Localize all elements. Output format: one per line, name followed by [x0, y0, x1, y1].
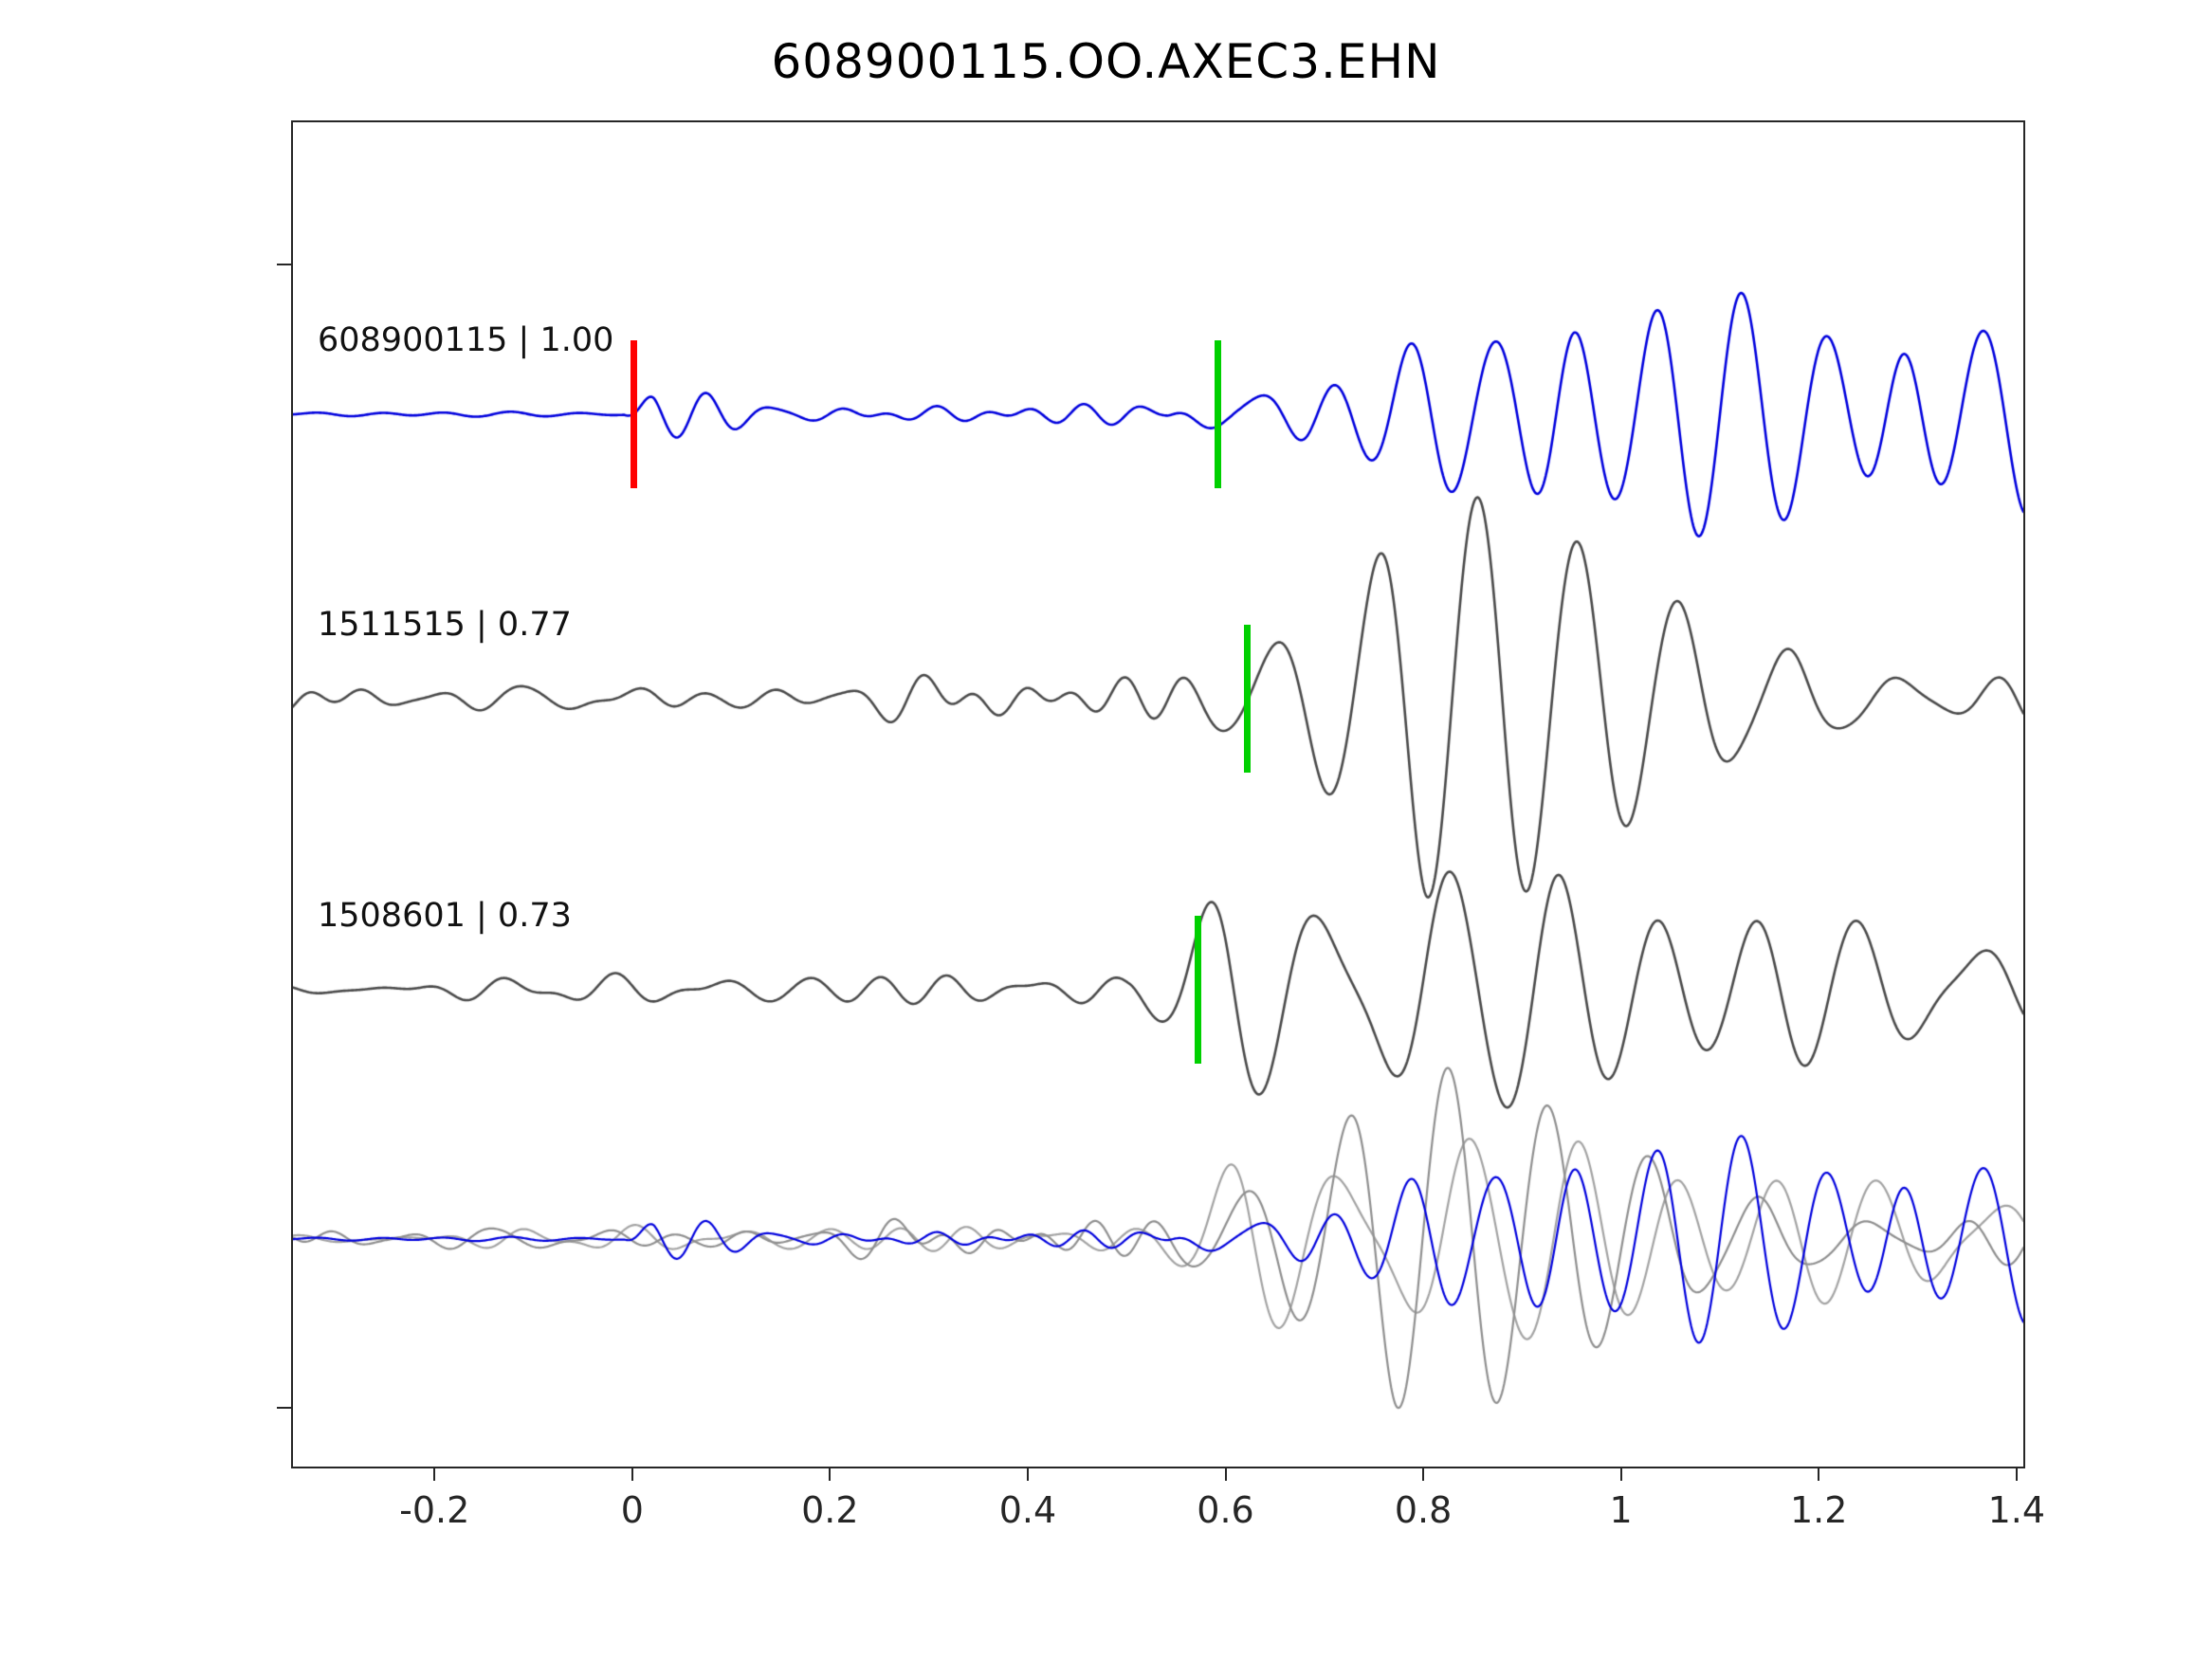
- x-tick-label: 0.6: [1197, 1489, 1254, 1531]
- x-tick-label: -0.2: [399, 1489, 470, 1531]
- x-tick-label: 1.2: [1789, 1489, 1848, 1531]
- x-axis-tick: [829, 1467, 832, 1481]
- pick-marker: [1243, 625, 1251, 773]
- x-axis-tick: [1026, 1467, 1029, 1481]
- x-tick-label: 0.2: [801, 1489, 859, 1531]
- x-tick-label: 1: [1609, 1489, 1633, 1531]
- trace-label: 608900115 | 1.00: [318, 321, 614, 359]
- trace-label: 1508601 | 0.73: [318, 897, 572, 935]
- x-axis-tick: [433, 1467, 436, 1481]
- pick-marker: [1194, 916, 1201, 1064]
- x-tick-label: 1.4: [1987, 1489, 2045, 1531]
- plot-area: 608900115 | 1.00 1511515 | 0.77 1508601 | …: [291, 120, 2025, 1468]
- figure-title: 608900115.OO.AXEC3.EHN: [771, 34, 1441, 89]
- x-tick-label: 0.4: [998, 1489, 1057, 1531]
- waveform-canvas: [293, 122, 2023, 1467]
- x-tick-label: 0.8: [1394, 1489, 1453, 1531]
- pick-marker: [1214, 340, 1221, 488]
- x-axis-tick: [1224, 1467, 1227, 1481]
- x-axis-tick: [1619, 1467, 1622, 1481]
- x-axis-tick: [2015, 1467, 2018, 1481]
- y-axis-tick: [277, 263, 291, 265]
- trace-label: 1511515 | 0.77: [318, 606, 572, 644]
- x-axis-tick: [1422, 1467, 1425, 1481]
- y-axis-tick: [277, 1407, 291, 1410]
- pick-marker: [631, 340, 638, 488]
- x-axis-tick: [631, 1467, 633, 1481]
- x-axis-tick: [1818, 1467, 1820, 1481]
- x-tick-label: 0: [620, 1489, 644, 1531]
